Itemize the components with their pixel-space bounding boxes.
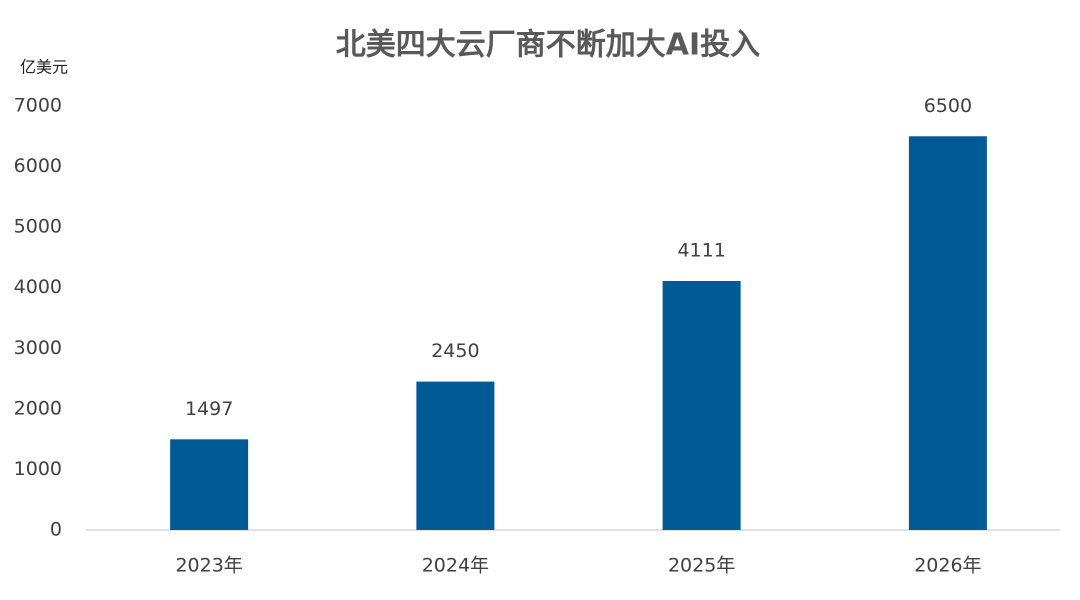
y-tick-label: 5000 <box>14 216 62 238</box>
y-tick-label: 0 <box>50 519 62 541</box>
y-tick-label: 4000 <box>14 276 62 298</box>
value-label: 2450 <box>431 340 479 362</box>
value-label: 4111 <box>677 239 725 261</box>
x-tick-label: 2025年 <box>668 555 735 577</box>
chart-title: 北美四大云厂商不断加大AI投入 <box>336 28 760 63</box>
y-tick-label: 7000 <box>14 95 62 117</box>
x-tick-label: 2023年 <box>175 555 242 577</box>
y-tick-label: 3000 <box>14 337 62 359</box>
value-label: 1497 <box>185 398 233 420</box>
bar <box>908 136 987 531</box>
y-tick-label: 2000 <box>14 397 62 419</box>
y-axis-label: 亿美元 <box>20 58 68 77</box>
y-tick-label: 6000 <box>14 155 62 177</box>
bar <box>662 280 741 530</box>
bar <box>170 439 249 530</box>
x-tick-label: 2026年 <box>914 555 981 577</box>
y-tick-label: 1000 <box>14 458 62 480</box>
bar <box>416 381 495 530</box>
x-tick-label: 2024年 <box>422 555 489 577</box>
value-label: 6500 <box>924 95 972 117</box>
